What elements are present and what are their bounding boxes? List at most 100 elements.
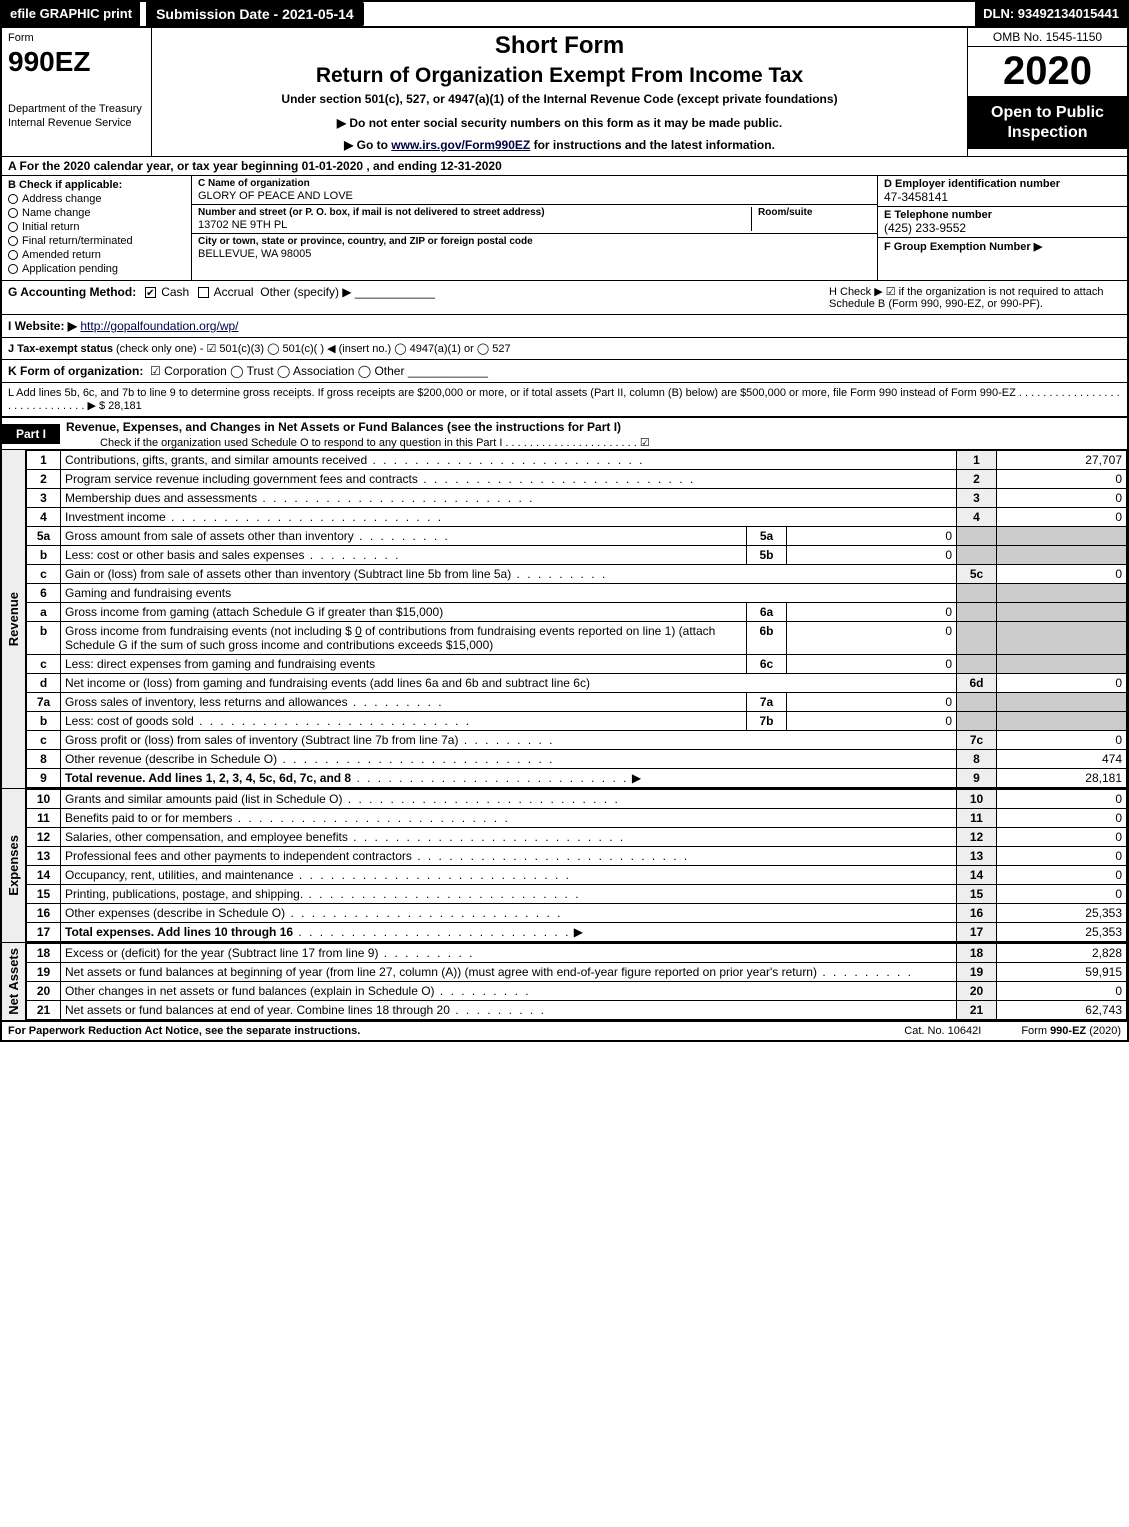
h-right: H Check ▶ ☑ if the organization is not r…	[821, 285, 1121, 310]
amount: 0	[997, 565, 1127, 584]
header-left: Form 990EZ Department of the Treasury In…	[2, 28, 152, 156]
revenue-vlabel: Revenue	[2, 450, 26, 788]
row-num: 12	[27, 828, 61, 847]
row-desc: Net assets or fund balances at beginning…	[65, 965, 817, 979]
inner-num: 5a	[747, 527, 787, 546]
row-desc: Total expenses. Add lines 10 through 16	[65, 925, 293, 939]
table-row: bLess: cost of goods sold7b0	[27, 712, 1127, 731]
row-num: 6	[27, 584, 61, 603]
line-num: 9	[957, 769, 997, 788]
amount: 25,353	[997, 904, 1127, 923]
topbar-spacer	[364, 2, 975, 26]
short-form-title: Short Form	[160, 32, 959, 60]
footer-cat: Cat. No. 10642I	[864, 1025, 1021, 1037]
row-num: 15	[27, 885, 61, 904]
b-header: B Check if applicable:	[8, 179, 185, 191]
circle-icon	[8, 250, 18, 260]
circle-icon	[8, 208, 18, 218]
line-num: 20	[957, 982, 997, 1001]
f-label: F Group Exemption Number ▶	[884, 240, 1121, 253]
omb-number: OMB No. 1545-1150	[968, 28, 1127, 47]
table-row: cLess: direct expenses from gaming and f…	[27, 655, 1127, 674]
e-cell: E Telephone number (425) 233-9552	[878, 207, 1127, 238]
line-num: 6d	[957, 674, 997, 693]
b-opt-label: Final return/terminated	[22, 235, 133, 247]
tax-year: 2020	[968, 47, 1127, 97]
line-num: 16	[957, 904, 997, 923]
line-num: 4	[957, 508, 997, 527]
grey-cell	[997, 527, 1127, 546]
netassets-section: Net Assets 18Excess or (deficit) for the…	[2, 943, 1127, 1022]
g-cash: Cash	[161, 285, 189, 299]
table-row: 6Gaming and fundraising events	[27, 584, 1127, 603]
amount: 28,181	[997, 769, 1127, 788]
table-row: 7aGross sales of inventory, less returns…	[27, 693, 1127, 712]
row-desc: Occupancy, rent, utilities, and maintena…	[65, 868, 294, 882]
inner-val: 0	[787, 712, 957, 731]
line-num: 3	[957, 489, 997, 508]
grey-cell	[997, 712, 1127, 731]
row-desc: Gain or (loss) from sale of assets other…	[65, 567, 511, 581]
row-desc: Benefits paid to or for members	[65, 811, 232, 825]
row-num: 4	[27, 508, 61, 527]
e-label: E Telephone number	[884, 209, 1121, 221]
b-opt-address[interactable]: Address change	[8, 193, 185, 205]
g-other: Other (specify) ▶	[260, 285, 351, 299]
line-num: 11	[957, 809, 997, 828]
grey-cell	[997, 584, 1127, 603]
table-row: 20Other changes in net assets or fund ba…	[27, 982, 1127, 1001]
dln-badge: DLN: 93492134015441	[975, 2, 1127, 26]
table-row: 18Excess or (deficit) for the year (Subt…	[27, 944, 1127, 963]
amount: 25,353	[997, 923, 1127, 942]
row-desc: Salaries, other compensation, and employ…	[65, 830, 348, 844]
table-row: cGain or (loss) from sale of assets othe…	[27, 565, 1127, 584]
d-label: D Employer identification number	[884, 178, 1121, 190]
irs-link[interactable]: www.irs.gov/Form990EZ	[391, 138, 530, 152]
grey-cell	[957, 622, 997, 655]
line-num: 12	[957, 828, 997, 847]
grey-cell	[957, 546, 997, 565]
inner-val: 0	[787, 693, 957, 712]
dept-line2: Internal Revenue Service	[8, 117, 132, 129]
row-desc: Less: cost of goods sold	[65, 714, 194, 728]
row-desc: Gross amount from sale of assets other t…	[65, 529, 354, 543]
row-desc: Less: cost or other basis and sales expe…	[65, 548, 304, 562]
part1-tab: Part I	[2, 424, 60, 444]
efile-print-button[interactable]: efile GRAPHIC print	[2, 2, 140, 26]
revenue-section: Revenue 1Contributions, gifts, grants, a…	[2, 450, 1127, 789]
line-l: L Add lines 5b, 6c, and 7b to line 9 to …	[2, 383, 1127, 417]
table-row: aGross income from gaming (attach Schedu…	[27, 603, 1127, 622]
row-desc: Gross income from fundraising events (no…	[65, 624, 355, 638]
row-desc: Gross income from gaming (attach Schedul…	[65, 605, 443, 619]
line-num: 5c	[957, 565, 997, 584]
grey-cell	[957, 527, 997, 546]
header-right: OMB No. 1545-1150 2020 Open to Public In…	[967, 28, 1127, 156]
org-name: GLORY OF PEACE AND LOVE	[198, 190, 871, 202]
table-row: 17Total expenses. Add lines 10 through 1…	[27, 923, 1127, 942]
form-990ez-page: efile GRAPHIC print Submission Date - 20…	[0, 0, 1129, 1042]
table-row: dNet income or (loss) from gaming and fu…	[27, 674, 1127, 693]
checkbox-icon[interactable]	[145, 287, 156, 298]
website-link[interactable]: http://gopalfoundation.org/wp/	[80, 319, 238, 333]
b-opt-initial[interactable]: Initial return	[8, 221, 185, 233]
l-text: L Add lines 5b, 6c, and 7b to line 9 to …	[8, 387, 1121, 412]
form-title: Return of Organization Exempt From Incom…	[160, 64, 959, 88]
row-desc: Professional fees and other payments to …	[65, 849, 412, 863]
row-desc: Printing, publications, postage, and shi…	[65, 887, 303, 901]
b-opt-final[interactable]: Final return/terminated	[8, 235, 185, 247]
b-opt-pending[interactable]: Application pending	[8, 263, 185, 275]
b-opt-name[interactable]: Name change	[8, 207, 185, 219]
b-opt-amended[interactable]: Amended return	[8, 249, 185, 261]
row-num: 19	[27, 963, 61, 982]
line-num: 7c	[957, 731, 997, 750]
line-j: J Tax-exempt status (check only one) - ☑…	[2, 338, 1127, 360]
row-num: b	[27, 622, 61, 655]
row-num: 16	[27, 904, 61, 923]
row-num: 11	[27, 809, 61, 828]
footer-r-pre: Form	[1021, 1025, 1050, 1037]
amount: 0	[997, 866, 1127, 885]
checkbox-icon[interactable]	[198, 287, 209, 298]
row-desc: Membership dues and assessments	[65, 491, 257, 505]
row-num: 14	[27, 866, 61, 885]
line-num: 1	[957, 451, 997, 470]
